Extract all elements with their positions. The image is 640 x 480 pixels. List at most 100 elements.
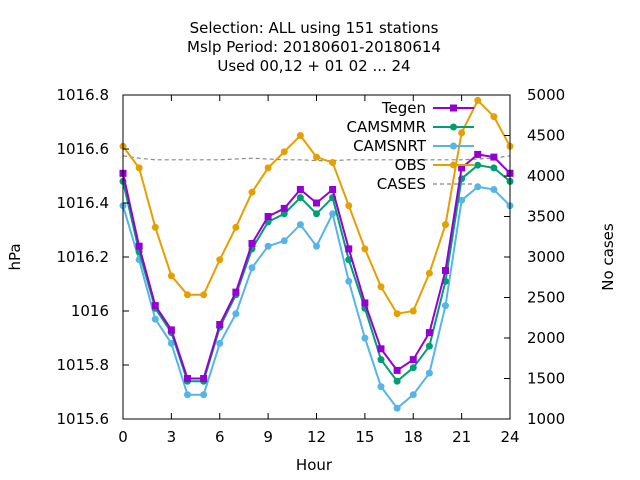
data-point-tegen bbox=[232, 288, 240, 296]
data-point-camsnrt bbox=[425, 369, 433, 377]
data-point-camsnrt bbox=[200, 391, 208, 399]
legend-label-tegen: Tegen bbox=[381, 99, 426, 117]
data-point-obs bbox=[264, 164, 272, 172]
series-cases bbox=[122, 155, 511, 162]
data-point-camsnrt bbox=[167, 339, 175, 347]
data-point-camsnrt bbox=[361, 334, 369, 342]
data-point-camsmmr bbox=[425, 342, 433, 350]
data-point-tegen bbox=[135, 242, 143, 250]
series-line-cases bbox=[122, 155, 511, 162]
data-point-obs bbox=[377, 283, 385, 291]
x-axis-label: Hour bbox=[296, 456, 333, 474]
data-point-camsnrt bbox=[151, 315, 159, 323]
data-point-camsnrt bbox=[345, 277, 353, 285]
data-point-tegen bbox=[264, 213, 272, 220]
data-point-tegen bbox=[490, 153, 498, 161]
data-point-obs bbox=[167, 272, 175, 280]
data-point-camsnrt bbox=[216, 339, 224, 347]
y-tick-label: 1015.6 bbox=[57, 410, 110, 428]
y2-tick-label: 2000 bbox=[527, 329, 565, 347]
series-line-camsnrt bbox=[122, 185, 511, 410]
y-tick-label: 1016.4 bbox=[57, 194, 110, 212]
y2-tick-label: 1000 bbox=[527, 410, 565, 428]
x-tick-label: 24 bbox=[500, 428, 519, 446]
data-point-tegen bbox=[151, 302, 159, 310]
data-point-tegen bbox=[345, 245, 353, 253]
data-point-camsnrt bbox=[184, 391, 191, 399]
data-point-camsnrt bbox=[393, 404, 401, 412]
data-point-obs bbox=[361, 245, 369, 253]
y-tick-label: 1016.8 bbox=[57, 86, 110, 104]
data-point-obs bbox=[474, 96, 482, 104]
title-line-2: Mslp Period: 20180601-20180614 bbox=[187, 38, 441, 56]
x-tick-label: 0 bbox=[118, 428, 128, 446]
data-point-tegen bbox=[200, 375, 208, 382]
data-point-obs bbox=[216, 256, 224, 264]
data-point-camsnrt bbox=[490, 186, 498, 193]
data-point-tegen bbox=[361, 299, 369, 307]
y-axis-label: hPa bbox=[6, 243, 24, 270]
series-line-camsmmr bbox=[122, 164, 511, 383]
data-point-obs bbox=[345, 202, 353, 210]
y-tick-label: 1016 bbox=[71, 302, 109, 320]
legend-label-camsmmr: CAMSMMR bbox=[346, 118, 426, 136]
data-point-obs bbox=[135, 164, 143, 172]
legend-label-cases: CASES bbox=[377, 175, 426, 193]
x-tick-label: 18 bbox=[404, 428, 423, 446]
title-line-1: Selection: ALL using 151 stations bbox=[190, 19, 439, 37]
data-point-obs bbox=[200, 291, 208, 299]
data-point-tegen bbox=[280, 204, 288, 212]
y2-tick-label: 4000 bbox=[527, 167, 565, 185]
legend-item-cases: CASES bbox=[377, 175, 474, 193]
data-point-tegen bbox=[377, 345, 385, 353]
series-obs bbox=[119, 96, 514, 318]
legend-item-camsmmr: CAMSMMR bbox=[346, 118, 474, 136]
data-point-camsmmr bbox=[490, 164, 498, 172]
data-point-obs bbox=[280, 148, 288, 156]
data-point-camsmmr bbox=[313, 210, 320, 218]
y2-tick-label: 5000 bbox=[527, 86, 565, 104]
data-point-camsnrt bbox=[296, 221, 304, 229]
legend-marker-tegen bbox=[450, 104, 457, 112]
legend-marker-obs bbox=[450, 161, 457, 169]
data-point-tegen bbox=[167, 326, 175, 334]
data-point-camsmmr bbox=[409, 364, 417, 372]
data-point-obs bbox=[329, 159, 337, 166]
data-point-obs bbox=[313, 153, 320, 161]
x-tick-label: 3 bbox=[167, 428, 177, 446]
x-tick-label: 12 bbox=[307, 428, 326, 446]
data-point-obs bbox=[232, 223, 240, 231]
x-tick-label: 15 bbox=[355, 428, 374, 446]
data-point-camsnrt bbox=[264, 242, 272, 250]
data-point-camsmmr bbox=[393, 377, 401, 385]
data-point-tegen bbox=[296, 186, 304, 193]
legend-marker-camsmmr bbox=[450, 123, 457, 131]
data-point-camsnrt bbox=[377, 383, 385, 391]
data-point-camsnrt bbox=[442, 302, 449, 310]
data-point-camsmmr bbox=[377, 356, 385, 364]
data-point-camsnrt bbox=[248, 264, 256, 272]
data-point-camsnrt bbox=[232, 310, 240, 318]
data-point-obs bbox=[184, 291, 191, 299]
y2-tick-label: 3000 bbox=[527, 248, 565, 266]
data-point-tegen bbox=[216, 321, 224, 328]
legend-label-camsnrt: CAMSNRT bbox=[353, 137, 427, 155]
x-tick-label: 6 bbox=[215, 428, 225, 446]
legend-marker-camsnrt bbox=[450, 142, 457, 150]
data-point-obs bbox=[409, 307, 417, 315]
chart-title: Selection: ALL using 151 stations Mslp P… bbox=[187, 19, 441, 75]
data-point-camsnrt bbox=[474, 183, 482, 191]
data-point-tegen bbox=[409, 356, 417, 364]
data-point-camsnrt bbox=[280, 237, 288, 245]
data-point-obs bbox=[490, 113, 498, 121]
legend-item-obs: OBS bbox=[395, 156, 474, 174]
data-point-tegen bbox=[248, 240, 256, 247]
data-point-obs bbox=[248, 188, 256, 196]
data-point-tegen bbox=[458, 164, 466, 172]
data-point-obs bbox=[458, 129, 466, 137]
data-point-camsmmr bbox=[474, 161, 482, 169]
x-tick-label: 9 bbox=[263, 428, 273, 446]
title-line-3: Used 00,12 + 01 02 ... 24 bbox=[217, 57, 410, 75]
